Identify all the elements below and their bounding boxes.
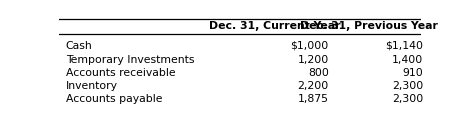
Text: 910: 910	[402, 68, 423, 78]
Text: 2,300: 2,300	[392, 94, 423, 104]
Text: Dec. 31, Previous Year: Dec. 31, Previous Year	[300, 21, 438, 31]
Text: 1,200: 1,200	[298, 55, 329, 65]
Text: Accounts payable: Accounts payable	[66, 94, 162, 104]
Text: Cash: Cash	[66, 41, 93, 51]
Text: 800: 800	[308, 68, 329, 78]
Text: Temporary Investments: Temporary Investments	[66, 55, 194, 65]
Text: Accounts receivable: Accounts receivable	[66, 68, 176, 78]
Text: Inventory: Inventory	[66, 81, 118, 91]
Text: 1,400: 1,400	[392, 55, 423, 65]
Text: 2,200: 2,200	[298, 81, 329, 91]
Text: Dec. 31, Current Year: Dec. 31, Current Year	[209, 21, 340, 31]
Text: $1,140: $1,140	[385, 41, 423, 51]
Text: $1,000: $1,000	[291, 41, 329, 51]
Text: 2,300: 2,300	[392, 81, 423, 91]
Text: 1,875: 1,875	[298, 94, 329, 104]
